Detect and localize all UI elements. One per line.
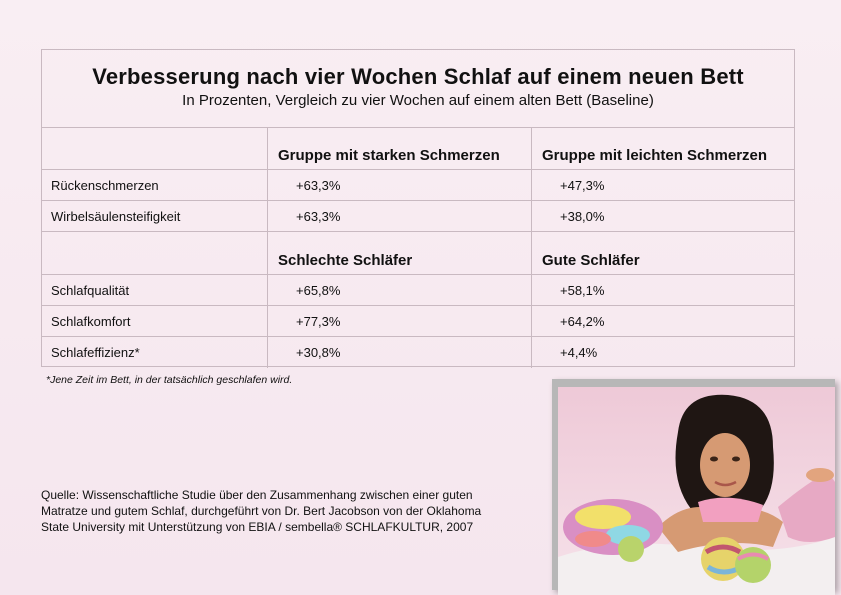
row-value: +30,8% [267, 337, 531, 368]
photo-frame [552, 379, 835, 595]
table-row: Rückenschmerzen +63,3% +47,3% [42, 170, 794, 201]
row-value: +64,2% [531, 306, 796, 336]
column-header-good-sleepers: Gute Schläfer [531, 232, 796, 274]
footnote: *Jene Zeit im Bett, in der tatsächlich g… [46, 374, 293, 386]
row-label: Schlafeffizienz* [51, 345, 140, 360]
table-subtitle: In Prozenten, Vergleich zu vier Wochen a… [182, 92, 654, 109]
table-row: Schlafqualität +65,8% +58,1% [42, 275, 794, 306]
girl-on-bed-photo [558, 387, 835, 595]
source-text: Quelle: Wissenschaftliche Studie über de… [41, 488, 482, 534]
table-title-block: Verbesserung nach vier Wochen Schlaf auf… [42, 50, 794, 128]
header-row-group2: Schlechte Schläfer Gute Schläfer [42, 232, 794, 275]
row-value: +58,1% [531, 275, 796, 305]
row-value: +38,0% [531, 201, 796, 231]
row-value: +63,3% [267, 201, 531, 231]
table-row: Schlafeffizienz* +30,8% +4,4% [42, 337, 794, 368]
table-row: Wirbelsäulensteifigkeit +63,3% +38,0% [42, 201, 794, 232]
empty-header-cell [42, 127, 267, 169]
results-table: Verbesserung nach vier Wochen Schlaf auf… [41, 49, 795, 368]
column-header-bad-sleepers: Schlechte Schläfer [267, 232, 531, 274]
empty-header-cell [42, 232, 267, 274]
row-label: Schlafqualität [51, 282, 130, 298]
table-row: Schlafkomfort +77,3% +64,2% [42, 306, 794, 337]
row-value: +47,3% [531, 170, 796, 200]
row-label: Schlafkomfort [51, 313, 131, 329]
row-value: +63,3% [267, 170, 531, 200]
table-title: Verbesserung nach vier Wochen Schlaf auf… [92, 64, 744, 89]
row-label: Wirbelsäulensteifigkeit [51, 208, 181, 224]
row-value: +77,3% [267, 306, 531, 336]
row-label: Rückenschmerzen [51, 177, 159, 193]
row-value: +65,8% [267, 275, 531, 305]
row-value: +4,4% [531, 337, 796, 368]
column-header-strong-pain: Gruppe mit starken Schmerzen [267, 127, 531, 169]
header-row-group1: Gruppe mit starken Schmerzen Gruppe mit … [42, 127, 794, 170]
column-header-light-pain: Gruppe mit leichten Schmerzen [531, 127, 796, 169]
